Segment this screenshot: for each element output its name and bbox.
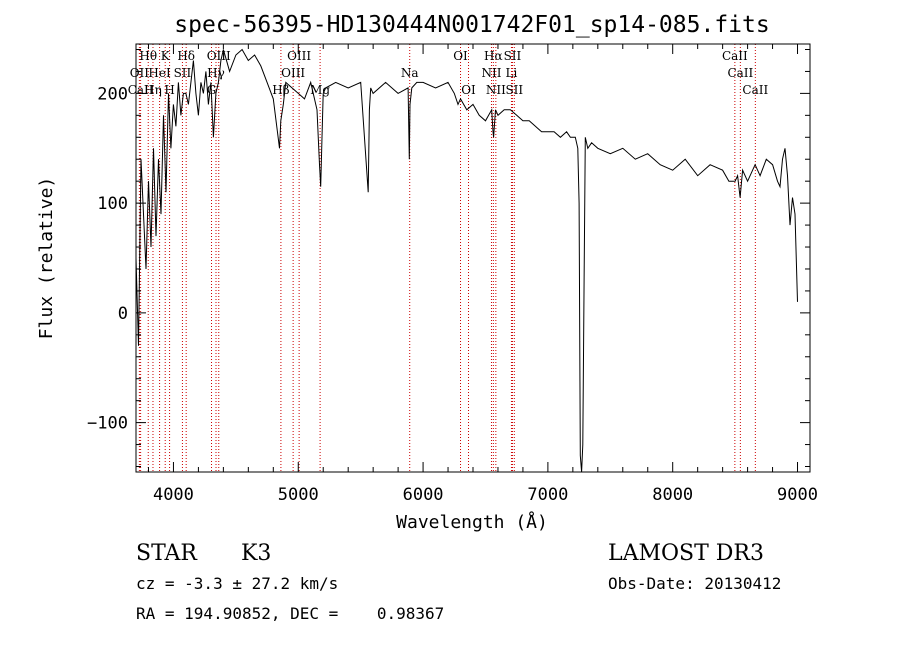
marker-label-18: OI	[461, 83, 476, 97]
spectrum-plot	[136, 50, 798, 473]
marker-label-5: K	[161, 49, 171, 63]
marker-label-4: HeI	[148, 66, 171, 80]
marker-label-8: Hδ	[177, 49, 195, 63]
marker-label-10: Hγ	[207, 66, 225, 80]
marker-label-12: Hβ	[272, 83, 289, 97]
x-tick-label-2: 6000	[403, 485, 444, 505]
marker-label-13: OIII	[281, 66, 305, 80]
y-axis-label: Flux (relative)	[36, 177, 57, 340]
marker-label-3: Hη	[144, 83, 162, 97]
marker-label-7: SII	[174, 66, 192, 80]
y-axis-ticks: −100 0 100 200	[87, 49, 810, 466]
spectrum-line-0	[136, 50, 798, 473]
y-tick-label-2: 100	[97, 194, 128, 214]
marker-label-23: Li	[506, 66, 518, 80]
x-tick-label-5: 9000	[777, 485, 818, 505]
x-axis-label: Wavelength (Å)	[396, 511, 548, 533]
y-tick-label-1: 0	[118, 304, 128, 324]
marker-label-0: Hθ	[139, 49, 157, 63]
y-tick-label-0: −100	[87, 414, 128, 434]
marker-label-24: SII	[505, 83, 523, 97]
marker-label-22: SII	[504, 49, 522, 63]
marker-label-6: H	[164, 83, 174, 97]
x-tick-label-1: 5000	[278, 485, 319, 505]
line-markers	[139, 44, 755, 472]
chart-title: spec-56395-HD130444N001742F01_sp14-085.f…	[174, 12, 769, 38]
redshift-text: cz = -3.3 ± 27.2 km/s	[136, 574, 338, 593]
obs-date-text: Obs-Date: 20130412	[608, 574, 781, 593]
marker-label-21: NII	[486, 83, 506, 97]
plot-frame	[136, 44, 810, 472]
marker-label-20: NII	[481, 66, 501, 80]
marker-label-16: Na	[401, 66, 419, 80]
object-class: STAR	[136, 541, 198, 566]
x-tick-label-0: 4000	[153, 485, 194, 505]
object-subclass: K3	[241, 541, 271, 566]
marker-label-17: OI	[453, 49, 468, 63]
x-tick-label-3: 7000	[527, 485, 568, 505]
coordinates-text: RA = 194.90852, DEC = 0.98367	[136, 604, 444, 623]
marker-label-14: OIII	[287, 49, 311, 63]
survey-label: LAMOST DR3	[608, 541, 764, 566]
x-axis-ticks: 4000 5000 6000 7000 8000 9000	[148, 44, 818, 505]
marker-label-26: CaII	[727, 66, 753, 80]
marker-label-9: OIII	[207, 49, 231, 63]
marker-label-25: CaII	[722, 49, 748, 63]
marker-label-27: CaII	[742, 83, 768, 97]
y-tick-label-3: 200	[97, 84, 128, 104]
marker-label-19: Hα	[484, 49, 503, 63]
x-tick-label-4: 8000	[652, 485, 693, 505]
marker-label-1: OII	[130, 66, 150, 80]
